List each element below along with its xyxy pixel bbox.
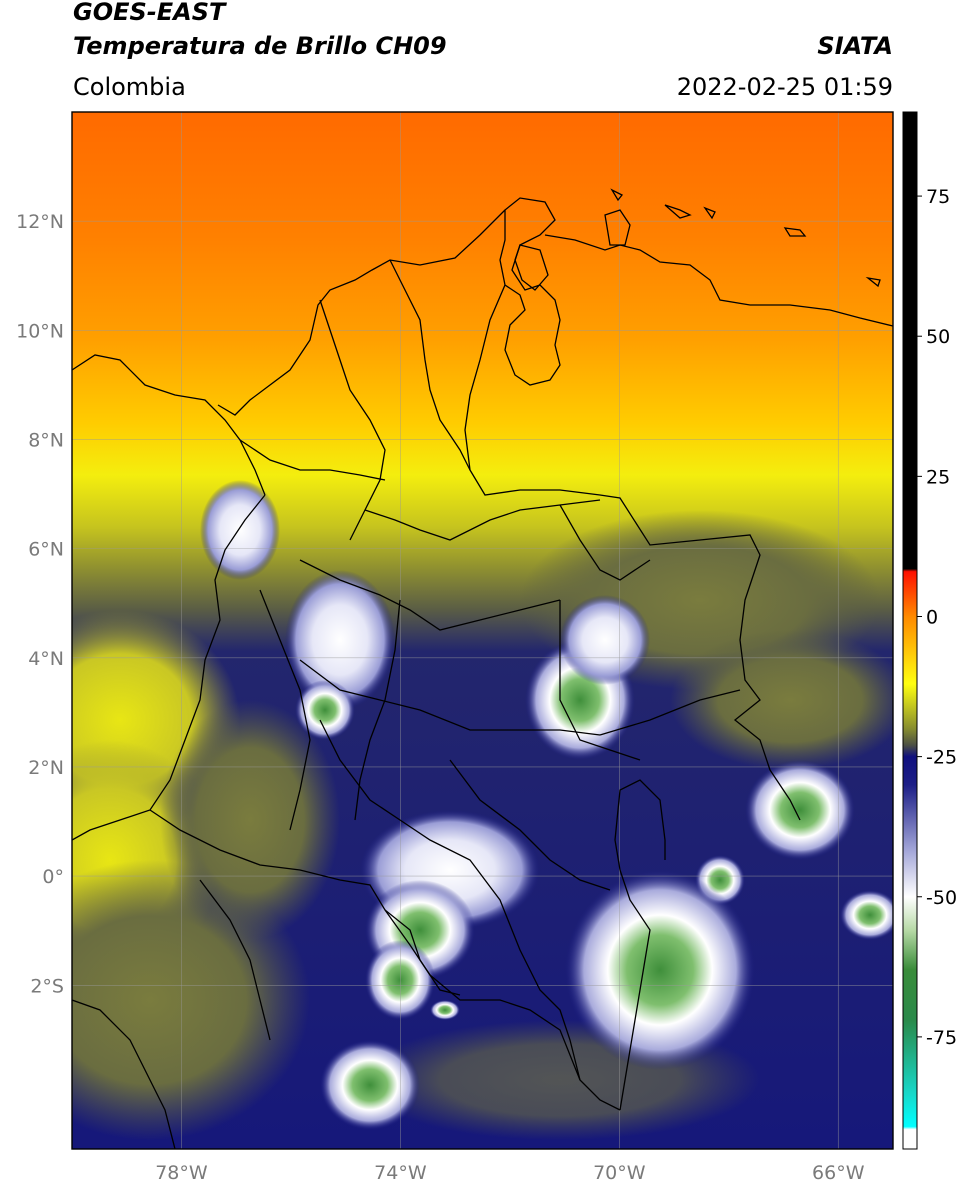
department-line-j (599, 689, 741, 736)
department-line-a (319, 299, 386, 541)
lat-tick-label: 6°N (28, 539, 64, 561)
lon-tick-label: 66°W (812, 1162, 865, 1184)
venezuela-brazil-south (319, 719, 581, 1081)
colorbar-bar (903, 112, 917, 1149)
island-small-5 (610, 188, 624, 202)
source-label: SIATA (817, 32, 893, 60)
department-line-c (239, 439, 386, 481)
island-small-2 (703, 206, 716, 220)
region-label: Colombia (73, 73, 186, 101)
ecuador-peru-coast (72, 999, 176, 1149)
island-small-1 (664, 204, 692, 219)
lat-tick-label: 2°S (30, 975, 64, 997)
lon-tick-label: 78°W (155, 1162, 208, 1184)
peninsula-paraguana (604, 209, 631, 246)
map-frame (71, 111, 894, 1150)
lat-tick-label: 0° (42, 866, 64, 888)
department-line-l (199, 879, 271, 1041)
lat-tick-label: 2°N (28, 757, 64, 779)
department-line-d (364, 499, 601, 541)
colorbar-tick-label: 0 (926, 606, 938, 628)
department-line-k (449, 759, 611, 891)
department-line-f (299, 659, 601, 736)
colombia-venezuela-border (464, 284, 801, 821)
lat-tick-label: 12°N (16, 211, 64, 233)
lon-tick-label: 70°W (593, 1162, 646, 1184)
colorbar-tick-label: -75 (926, 1027, 957, 1049)
department-line-e (299, 559, 561, 631)
colorbar-frame (902, 111, 918, 1150)
lat-tick-label: 4°N (28, 648, 64, 670)
timestamp-label: 2022-02-25 01:59 (676, 73, 893, 101)
venezuela-north-coast (544, 234, 893, 327)
colorbar-tick-label: -50 (926, 887, 957, 909)
longitude-tick-labels: 78°W 74°W 70°W 66°W (155, 1162, 864, 1184)
colombia-pacific-coast (72, 494, 266, 841)
department-line-b (389, 259, 471, 471)
island-small-3 (783, 227, 807, 237)
department-line-g (259, 589, 311, 831)
satellite-title: GOES-EAST (73, 0, 226, 26)
colorbar-tick-label: 50 (926, 326, 950, 348)
lat-tick-label: 10°N (16, 320, 64, 342)
colombia-brazil-border (614, 779, 666, 1111)
colorbar-tick-label: -25 (926, 747, 957, 769)
lat-tick-label: 8°N (28, 429, 64, 451)
colombia-caribbean-coast (217, 209, 506, 416)
colorbar-tick-label: 75 (926, 186, 950, 208)
political-borders (72, 188, 893, 1149)
island-small-4 (865, 276, 881, 288)
venezuela-coastline (499, 197, 561, 386)
department-line-i (559, 600, 641, 761)
panama-border (72, 354, 266, 496)
department-line-m (559, 504, 651, 581)
product-title: Temperatura de Brillo CH09 (73, 32, 447, 60)
lon-tick-label: 74°W (374, 1162, 427, 1184)
lake-maracaibo (514, 244, 549, 291)
colombia-peru-border (384, 909, 621, 1111)
map-field (72, 112, 893, 1149)
latitude-tick-labels: 12°N 10°N 8°N 6°N 4°N 2°N 0° 2°S (16, 211, 64, 997)
colorbar-tick-labels: 75 50 25 0 -25 -50 -75 (917, 186, 957, 1049)
department-line-h (354, 599, 401, 821)
colorbar-tick-label: 25 (926, 466, 950, 488)
